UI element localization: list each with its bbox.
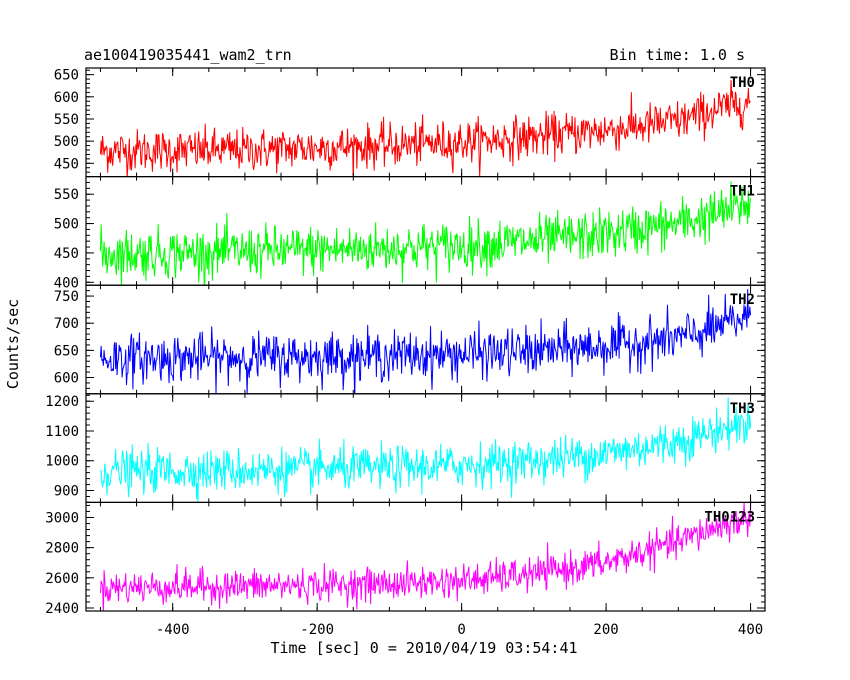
y-tick-label: 450: [54, 156, 79, 172]
y-tick-label: 900: [54, 483, 79, 499]
panel-frame: [85, 501, 766, 612]
y-tick-label: 2600: [45, 571, 79, 587]
panel-th0123: 2400 2600 2800 3000 TH0123: [45, 501, 766, 617]
series-line-th0: [99, 79, 751, 177]
y-tick-label: 1000: [45, 454, 79, 470]
x-tick-label: -200: [300, 622, 334, 638]
panel-label-th1: TH1: [730, 184, 755, 200]
series-line-th2: [99, 289, 752, 394]
y-tick-label: 700: [54, 316, 79, 332]
y-tick-label: 550: [54, 112, 79, 128]
y-tick-label: 500: [54, 134, 79, 150]
x-axis: -400 -200 0 200 400: [156, 622, 763, 638]
panel-th3: 900 1000 1100 1200 TH3: [45, 393, 766, 503]
y-tick-label: 500: [54, 217, 79, 233]
y-tick-label: 750: [54, 289, 79, 305]
plot-title: ae100419035441_wam2_trn: [84, 46, 292, 64]
series-line-th3: [100, 397, 752, 503]
y-tick-label: 1200: [45, 394, 79, 410]
panel-label-th0: TH0: [730, 75, 755, 91]
y-tick-label: 450: [54, 246, 79, 262]
x-tick-label: 0: [457, 622, 465, 638]
series-line-th1: [99, 181, 752, 286]
y-tick-label: 400: [54, 275, 79, 291]
x-tick-label: 200: [593, 622, 618, 638]
panel-frame: [85, 67, 766, 178]
y-tick-label: 650: [54, 68, 79, 84]
x-tick-label: -400: [156, 622, 190, 638]
y-tick-label: 600: [54, 371, 79, 387]
y-tick-label: 2400: [45, 601, 79, 617]
series-line-th0123: [99, 502, 752, 611]
panel-label-th3: TH3: [730, 401, 755, 417]
panel-th0: 450 500 550 600 650 TH0: [54, 67, 766, 178]
y-tick-label: 550: [54, 187, 79, 203]
panel-frame: [85, 176, 766, 286]
bin-time-label: Bin time: 1.0 s: [610, 46, 745, 64]
panels-group: 450 500 550 600 650 TH0 400 450 500 550 TH1 600 650 7…: [45, 67, 766, 617]
panel-th2: 600 650 700 750 TH2: [54, 284, 766, 395]
y-tick-label: 3000: [45, 510, 79, 526]
y-axis-label: Counts/sec: [4, 299, 22, 389]
y-tick-label: 1100: [45, 424, 79, 440]
panel-label-th0123: TH0123: [704, 509, 755, 525]
y-tick-label: 2800: [45, 541, 79, 557]
panel-th1: 400 450 500 550 TH1: [54, 176, 766, 291]
panel-label-th2: TH2: [730, 292, 755, 308]
x-tick-label: 400: [738, 622, 763, 638]
y-tick-label: 600: [54, 90, 79, 106]
y-tick-label: 650: [54, 343, 79, 359]
x-axis-label: Time [sec] 0 = 2010/04/19 03:54:41: [270, 639, 577, 657]
